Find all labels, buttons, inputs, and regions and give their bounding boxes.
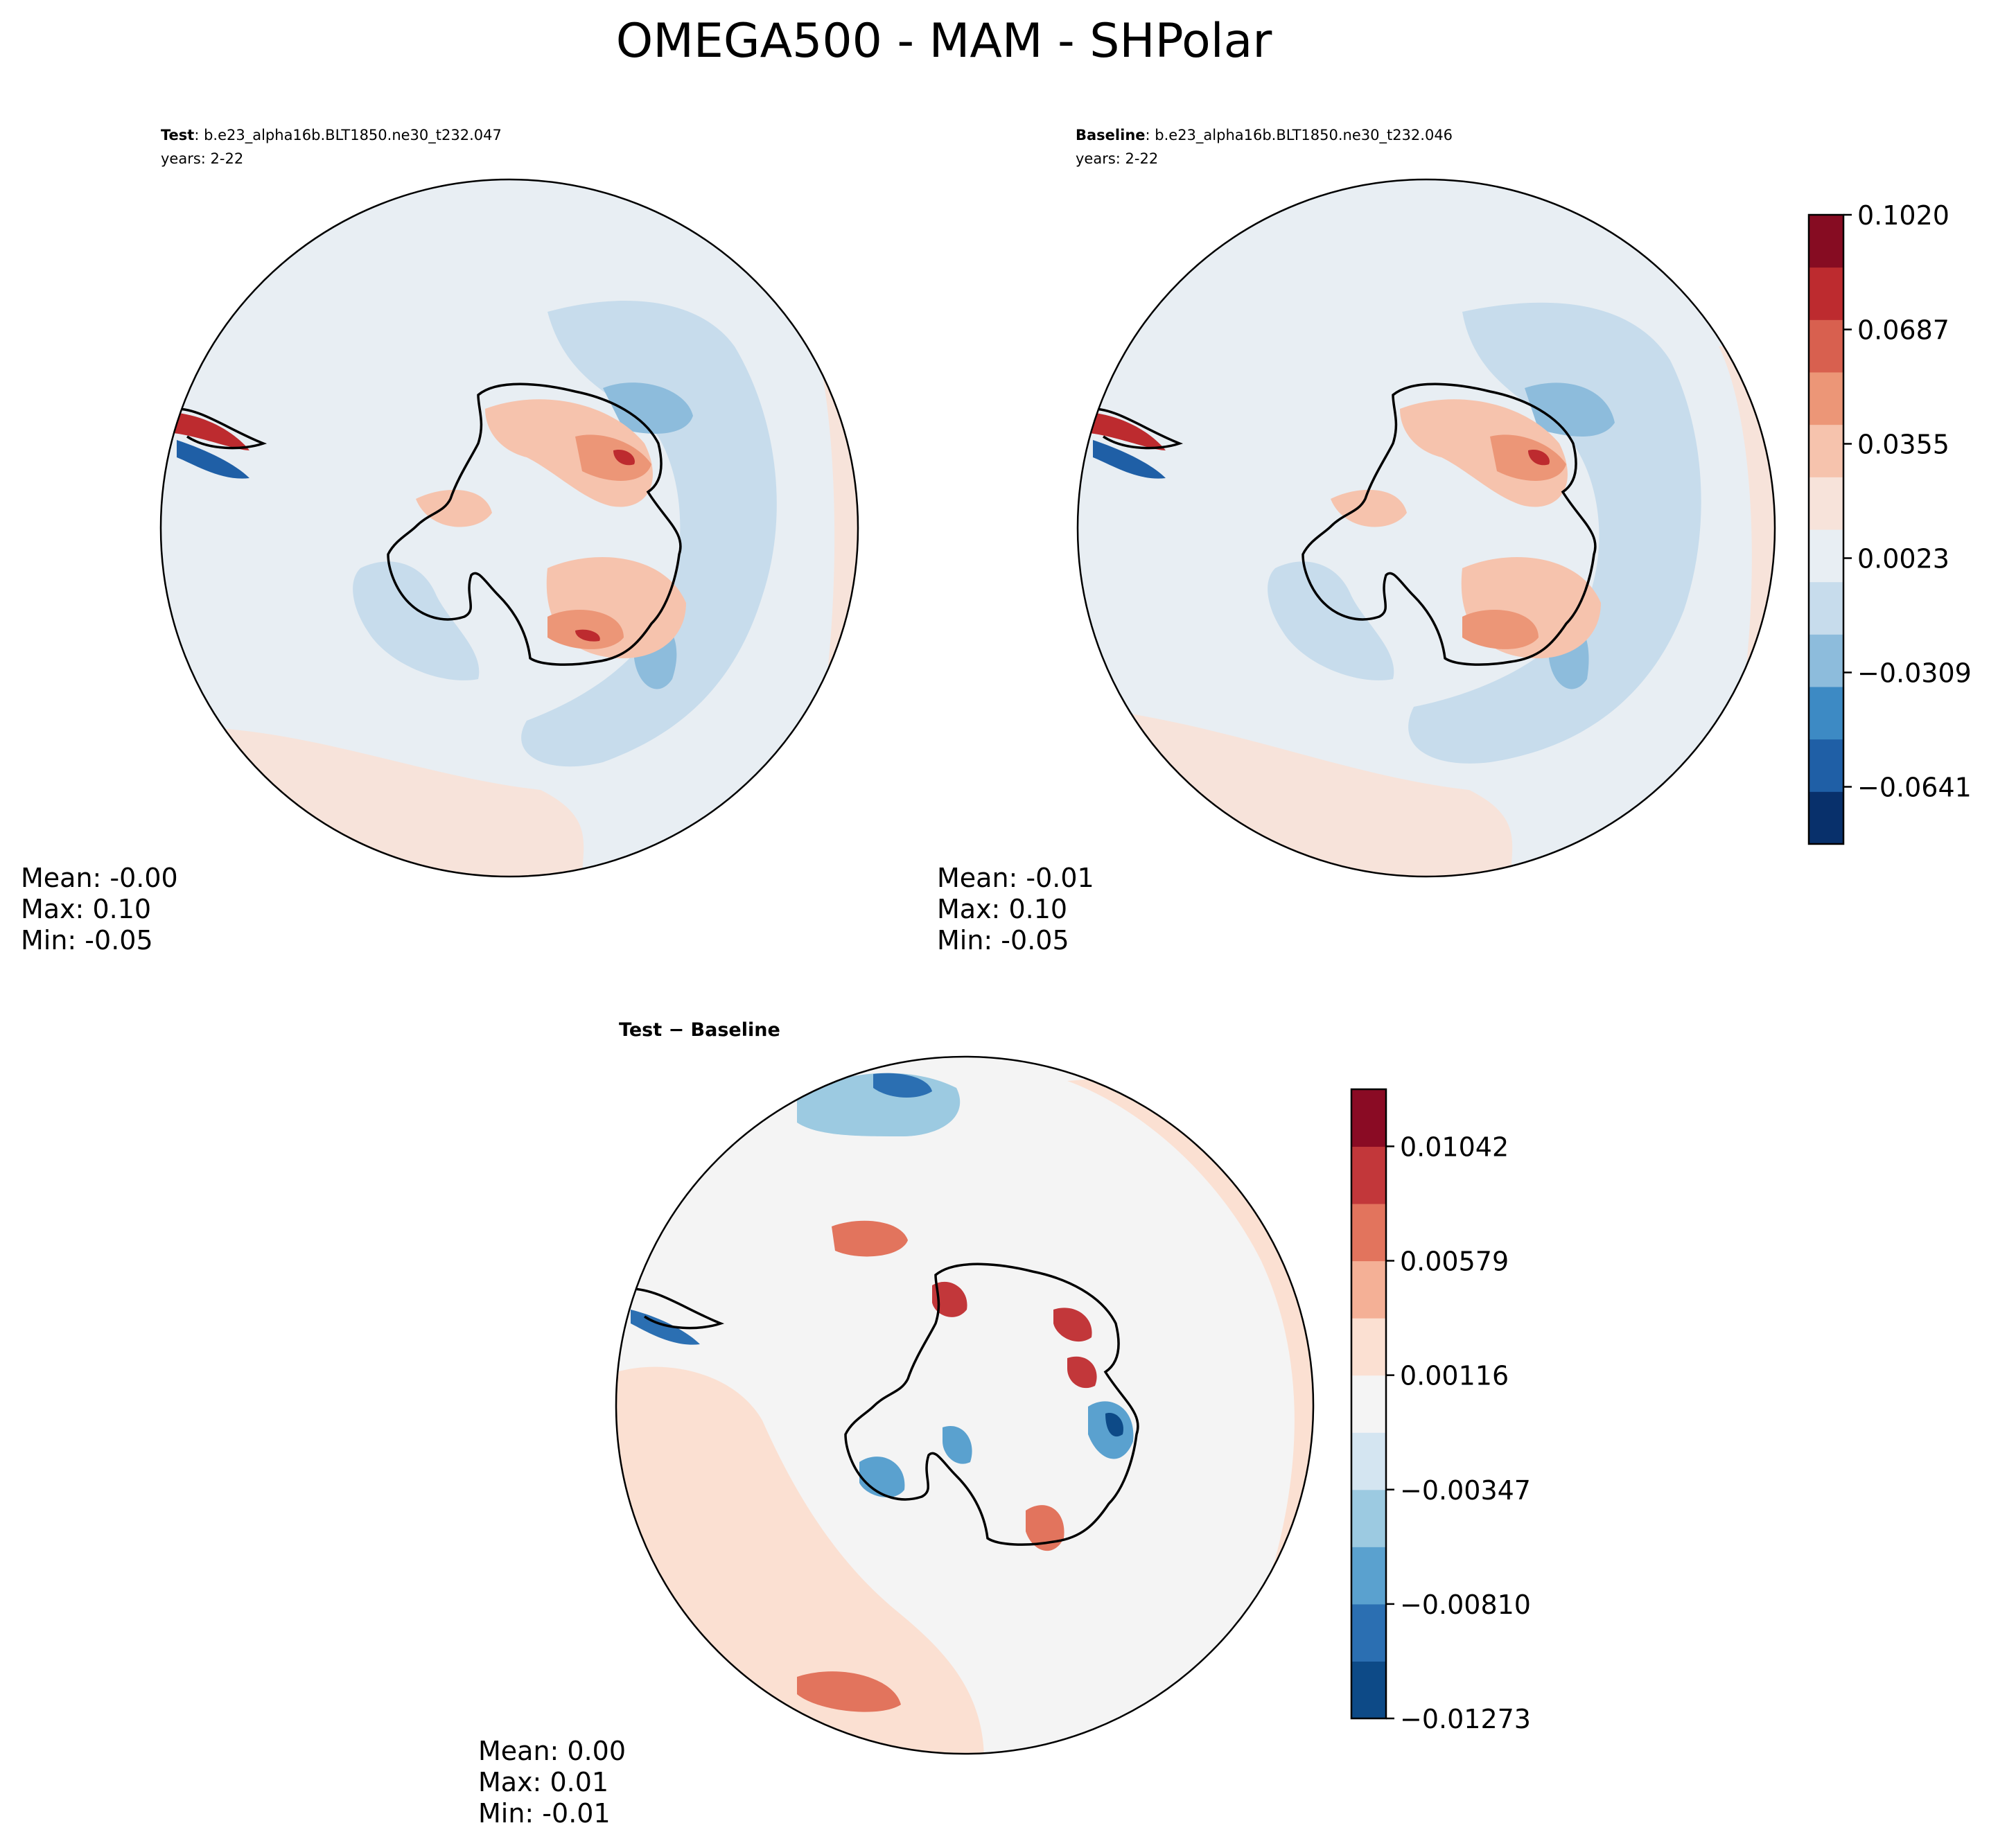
baseline-panel-years: years: 2-22 bbox=[1076, 150, 1158, 167]
test-peninsula-coast bbox=[176, 407, 268, 450]
test-panel-years: years: 2-22 bbox=[161, 150, 243, 167]
difference-colorbar-tick-label: 0.00579 bbox=[1400, 1247, 1509, 1277]
baseline-panel-title: Baseline: b.e23_alpha16b.BLT1850.ne30_t2… bbox=[1076, 127, 1453, 144]
test-negative-west bbox=[353, 561, 480, 680]
difference-map bbox=[616, 1057, 1313, 1754]
test-map bbox=[161, 179, 858, 877]
test-antarctic-hot bbox=[547, 434, 651, 649]
difference-colorbar-segment bbox=[1351, 1260, 1386, 1319]
difference-colorbar-segment bbox=[1351, 1432, 1386, 1490]
reference-colorbar-segment bbox=[1809, 215, 1843, 268]
reference-colorbar-segment bbox=[1809, 581, 1843, 635]
reference-colorbar-tick-label: 0.1020 bbox=[1857, 200, 1949, 231]
reference-colorbar-tick-label: 0.0023 bbox=[1857, 543, 1949, 574]
baseline-negative-band bbox=[1408, 302, 1701, 764]
difference-colorbar-tick-label: −0.00347 bbox=[1400, 1475, 1531, 1506]
baseline-peninsula-coast bbox=[1092, 407, 1184, 450]
difference-panel-title: Test − Baseline bbox=[619, 1019, 780, 1041]
reference-colorbar-segment bbox=[1809, 372, 1843, 425]
reference-colorbar-tick-label: 0.0355 bbox=[1857, 429, 1949, 459]
difference-peninsula-coast bbox=[630, 1287, 725, 1330]
test-peninsula-neg bbox=[177, 440, 249, 479]
baseline-map-frame bbox=[1076, 178, 1776, 878]
difference-colorbar-frame bbox=[1350, 1088, 1387, 1720]
difference-colorbar-segment bbox=[1351, 1089, 1386, 1147]
baseline-negative-west bbox=[1268, 561, 1394, 680]
difference-neg-north-strong bbox=[873, 1073, 932, 1098]
test-panel: Test: b.e23_alpha16b.BLT1850.ne30_t232.0… bbox=[21, 127, 859, 956]
baseline-stat-mean: Mean: -0.01 bbox=[937, 863, 1094, 893]
reference-colorbar-tick-label: −0.0309 bbox=[1857, 658, 1972, 688]
test-map-frame bbox=[159, 178, 859, 878]
difference-neg-interior bbox=[859, 1401, 1134, 1497]
test-stat-min: Min: -0.05 bbox=[21, 925, 153, 956]
difference-stat-max: Max: 0.01 bbox=[478, 1767, 608, 1797]
difference-neg-interior-strong bbox=[1105, 1413, 1123, 1437]
difference-colorbar-segment bbox=[1351, 1547, 1386, 1605]
figure-title: OMEGA500 - MAM - SHPolar bbox=[616, 14, 1272, 69]
difference-colorbar-segment bbox=[1351, 1603, 1386, 1662]
difference-map-frame bbox=[615, 1055, 1315, 1755]
reference-colorbar-segment bbox=[1809, 529, 1843, 583]
reference-colorbar-segment bbox=[1809, 634, 1843, 687]
difference-pos-blob-1 bbox=[832, 1220, 908, 1257]
difference-colorbar-segment bbox=[1351, 1661, 1386, 1719]
reference-colorbar-segment bbox=[1809, 319, 1843, 373]
reference-colorbar-segment bbox=[1809, 424, 1843, 477]
difference-pos-blob-3 bbox=[797, 1505, 1064, 1712]
difference-colorbar-tick-label: 0.00116 bbox=[1400, 1361, 1509, 1391]
difference-pos-east bbox=[1067, 1060, 1313, 1754]
baseline-peninsula-dipole bbox=[1089, 412, 1166, 450]
difference-pos-blob-2 bbox=[932, 1281, 1097, 1389]
difference-colorbar-segment bbox=[1351, 1489, 1386, 1547]
reference-colorbar-segment bbox=[1809, 687, 1843, 740]
baseline-peninsula-neg bbox=[1093, 440, 1166, 479]
baseline-coastline bbox=[1302, 382, 1597, 666]
difference-colorbar-segment bbox=[1351, 1146, 1386, 1204]
difference-colorbar-tick-label: 0.01042 bbox=[1400, 1132, 1509, 1162]
reference-colorbar-segment bbox=[1809, 477, 1843, 530]
baseline-map bbox=[1078, 179, 1775, 877]
reference-colorbar-tick-label: −0.0641 bbox=[1857, 772, 1972, 802]
difference-colorbar-tick-label: −0.00810 bbox=[1400, 1590, 1531, 1620]
reference-colorbar-segment bbox=[1809, 267, 1843, 320]
test-panel-title: Test: b.e23_alpha16b.BLT1850.ne30_t232.0… bbox=[161, 127, 502, 144]
test-coastline bbox=[387, 382, 682, 666]
test-peninsula-dipole bbox=[173, 412, 249, 450]
baseline-panel: Baseline: b.e23_alpha16b.BLT1850.ne30_t2… bbox=[937, 127, 1776, 956]
difference-coastline bbox=[844, 1262, 1139, 1546]
baseline-antarctic-peak bbox=[1528, 450, 1550, 466]
difference-panel: Test − Baseline Mean: 0.00 Max: 0.01 Min… bbox=[478, 1019, 1315, 1829]
difference-colorbar-segment bbox=[1351, 1375, 1386, 1433]
reference-colorbar: 0.1020 0.0687 0.0355 0.0023 −0.0309 −0.0641 bbox=[1807, 200, 1972, 845]
baseline-antarctic-hot bbox=[1462, 434, 1566, 649]
difference-stat-mean: Mean: 0.00 bbox=[478, 1736, 626, 1766]
test-stat-max: Max: 0.10 bbox=[21, 894, 151, 924]
reference-colorbar-segment bbox=[1809, 739, 1843, 792]
test-negative-band bbox=[521, 301, 777, 767]
test-stat-mean: Mean: -0.00 bbox=[21, 863, 178, 893]
difference-colorbar: 0.01042 0.00579 0.00116 −0.00347 −0.00810 −0.… bbox=[1350, 1088, 1531, 1734]
reference-colorbar-segment bbox=[1809, 791, 1843, 845]
baseline-stat-max: Max: 0.10 bbox=[937, 894, 1067, 924]
difference-colorbar-tick-label: −0.01273 bbox=[1400, 1704, 1531, 1734]
difference-colorbar-segment bbox=[1351, 1204, 1386, 1262]
reference-colorbar-frame bbox=[1807, 213, 1845, 845]
difference-stat-min: Min: -0.01 bbox=[478, 1798, 611, 1829]
reference-colorbar-tick-label: 0.0687 bbox=[1857, 315, 1949, 345]
difference-colorbar-segment bbox=[1351, 1318, 1386, 1376]
baseline-stat-min: Min: -0.05 bbox=[937, 925, 1069, 956]
